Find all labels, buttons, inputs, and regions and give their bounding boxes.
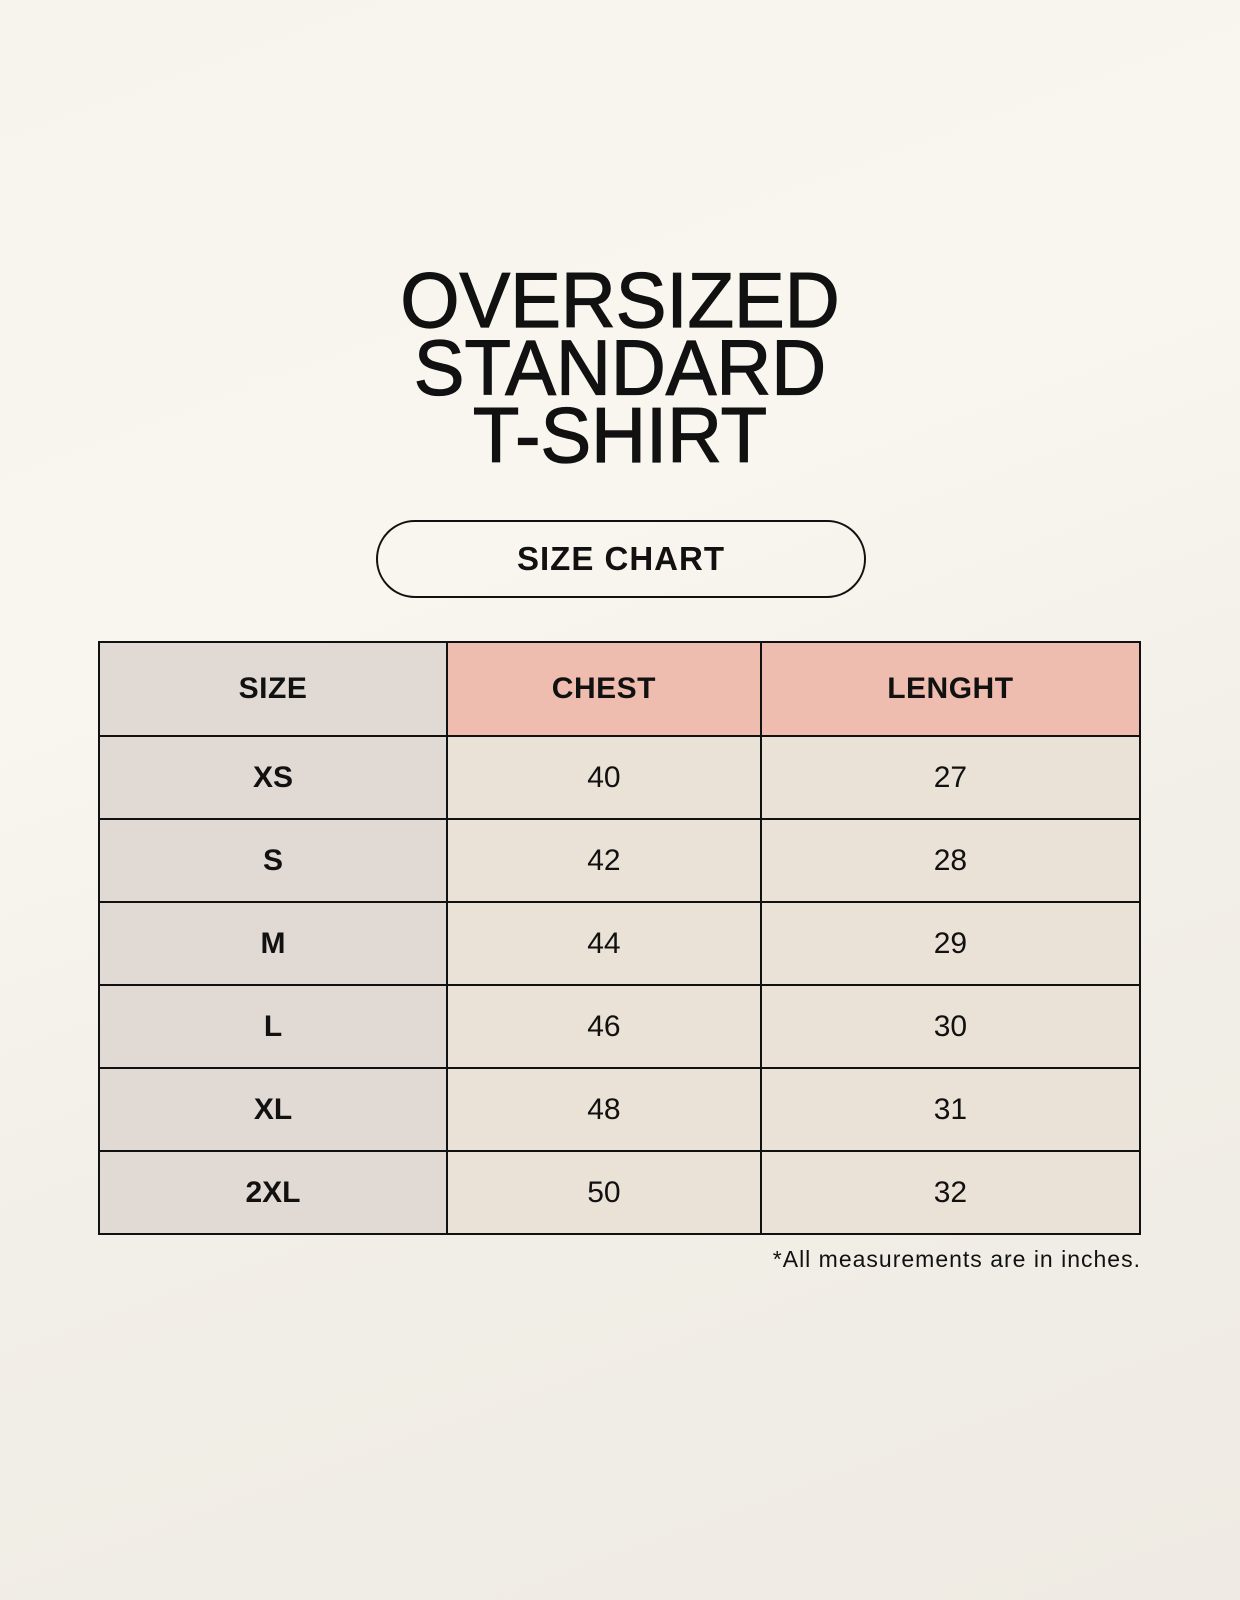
title-line: STANDARD <box>413 325 827 412</box>
header-chest: CHEST <box>446 641 762 737</box>
table-row: L 46 30 <box>98 984 1142 1069</box>
header-length: LENGHT <box>759 641 1142 737</box>
size-table: SIZE CHEST LENGHT XS 40 27 S 42 28 M 44 29 L 46 30 X… <box>98 641 1142 1235</box>
length-cell: 28 <box>759 818 1142 903</box>
table-row: XL 48 31 <box>98 1067 1142 1152</box>
chest-cell: 40 <box>446 735 762 820</box>
chest-cell: 44 <box>446 901 762 986</box>
length-cell: 29 <box>759 901 1142 986</box>
size-chart-badge: SIZE CHART <box>376 520 866 598</box>
table-row: S 42 28 <box>98 818 1142 903</box>
table-row: 2XL 50 32 <box>98 1150 1142 1235</box>
chest-cell: 50 <box>446 1150 762 1235</box>
chest-cell: 46 <box>446 984 762 1069</box>
chest-cell: 48 <box>446 1067 762 1152</box>
footnote: *All measurements are in inches. <box>772 1246 1141 1272</box>
length-cell: 30 <box>759 984 1142 1069</box>
size-cell: L <box>98 984 448 1069</box>
size-cell: M <box>98 901 448 986</box>
title-line: T-SHIRT <box>472 392 768 480</box>
chest-cell: 42 <box>446 818 762 903</box>
length-cell: 27 <box>759 735 1142 820</box>
size-cell: 2XL <box>98 1150 448 1235</box>
size-cell: XL <box>98 1067 448 1152</box>
page-title: OVERSIZED STANDARD T-SHIRT <box>0 257 1240 480</box>
table-row: M 44 29 <box>98 901 1142 986</box>
length-cell: 32 <box>759 1150 1142 1235</box>
table-header-row: SIZE CHEST LENGHT <box>98 641 1142 737</box>
title-line: OVERSIZED <box>400 257 840 345</box>
size-cell: S <box>98 818 448 903</box>
size-cell: XS <box>98 735 448 820</box>
table-row: XS 40 27 <box>98 735 1142 820</box>
header-size: SIZE <box>98 641 448 737</box>
length-cell: 31 <box>759 1067 1142 1152</box>
